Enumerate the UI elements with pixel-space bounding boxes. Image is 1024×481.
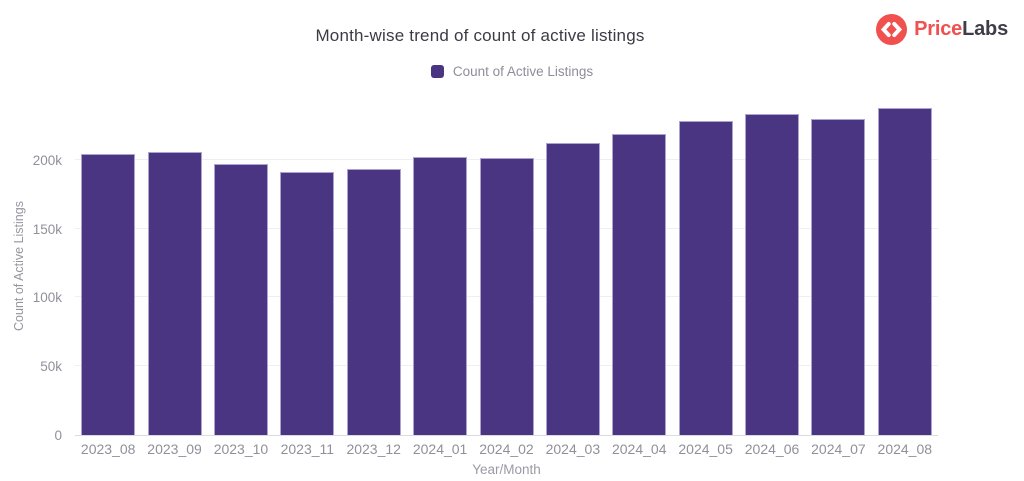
y-axis-ticks: 0 50k 100k 150k 200k (0, 92, 62, 443)
bar-2024_02[interactable] (479, 158, 534, 435)
legend-marker (430, 65, 444, 78)
pricelabs-logo: PriceLabs (876, 13, 1008, 45)
x-tick-label-2023_10: 2023_10 (213, 441, 269, 457)
x-axis-title: Year/Month (472, 462, 541, 477)
x-axis-ticks: 2023_08 2023_09 2023_10 2023_11 2023_12 2024_… (75, 441, 938, 458)
bar-2023_11[interactable] (280, 172, 335, 435)
bar-2024_08[interactable] (877, 107, 932, 435)
x-tick-label-2023_12: 2023_12 (346, 441, 401, 457)
bar-2024_04[interactable] (612, 133, 667, 435)
x-tick-label-2024_07: 2024_07 (811, 441, 866, 457)
x-tick-label-2023_08: 2023_08 (80, 441, 136, 457)
bar-2023_12[interactable] (346, 169, 401, 435)
x-tick-label-2024_03: 2024_03 (545, 441, 601, 457)
x-tick-label-2024_08: 2024_08 (877, 441, 933, 457)
bar-2024_07[interactable] (811, 118, 866, 435)
y-tick-label-50k: 50k (40, 359, 62, 375)
y-tick-label-200k: 200k (32, 152, 62, 168)
bar-2024_05[interactable] (678, 121, 733, 435)
logo-text-price: Price (914, 17, 963, 40)
chart-title: Month-wise trend of count of active list… (315, 26, 645, 45)
legend-label: Count of Active Listings (452, 64, 594, 79)
bar-2024_06[interactable] (745, 114, 800, 435)
bar-2023_08[interactable] (81, 154, 136, 435)
y-tick-label-100k: 100k (32, 290, 62, 306)
x-tick-label-2024_06: 2024_06 (744, 441, 800, 457)
code-chevrons-icon (876, 13, 908, 45)
x-tick-label-2023_11: 2023_11 (280, 441, 335, 457)
logo-wordmark: PriceLabs (914, 14, 1008, 45)
bar-2024_03[interactable] (545, 143, 600, 435)
bar-2023_09[interactable] (147, 151, 202, 435)
bar-2023_10[interactable] (213, 163, 268, 435)
x-tick-label-2024_05: 2024_05 (678, 441, 733, 457)
y-tick-label-150k: 150k (32, 221, 62, 237)
bar-2024_01[interactable] (413, 157, 468, 435)
logo-text-labs: Labs (962, 17, 1008, 40)
x-tick-label-2024_01: 2024_01 (412, 441, 468, 457)
y-tick-label-0: 0 (54, 428, 62, 443)
x-tick-label-2024_04: 2024_04 (611, 441, 667, 457)
x-tick-label-2023_09: 2023_09 (147, 441, 202, 457)
legend-item[interactable]: Count of Active Listings (0, 64, 1024, 79)
x-tick-label-2024_02: 2024_02 (479, 441, 534, 457)
plot-area (75, 92, 938, 436)
